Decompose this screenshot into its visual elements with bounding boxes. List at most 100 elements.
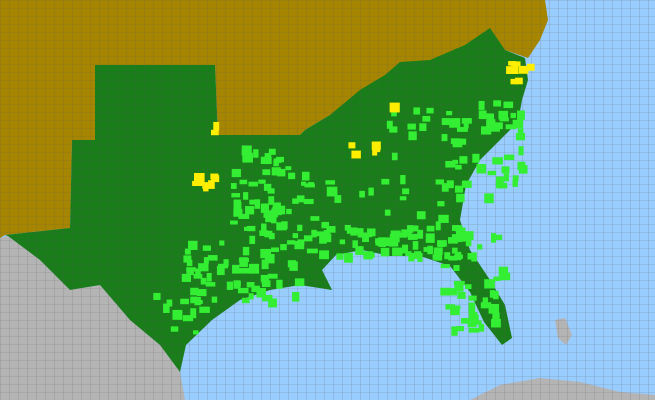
- present-county: [363, 251, 373, 260]
- present-county: [344, 252, 353, 263]
- present-county: [326, 225, 336, 233]
- present-county: [245, 206, 255, 215]
- present-county: [389, 126, 398, 133]
- present-county: [271, 167, 281, 176]
- present-county: [515, 132, 526, 141]
- present-county: [251, 285, 260, 293]
- present-county: [264, 153, 272, 160]
- present-county: [315, 231, 326, 237]
- present-county: [408, 252, 415, 262]
- present-county: [268, 148, 276, 155]
- present-county: [276, 279, 283, 289]
- present-county: [188, 240, 198, 250]
- present-county: [445, 304, 455, 310]
- present-county: [301, 181, 307, 186]
- present-county: [390, 230, 401, 237]
- highlight-county: [202, 183, 212, 189]
- present-county: [230, 183, 237, 189]
- present-county: [461, 118, 472, 124]
- present-county: [289, 261, 298, 271]
- present-county: [498, 110, 509, 120]
- present-county: [457, 291, 466, 299]
- present-county: [433, 247, 443, 255]
- present-county: [258, 179, 266, 184]
- present-county: [503, 101, 514, 109]
- present-county: [297, 239, 305, 246]
- highlight-county: [211, 129, 219, 136]
- present-county: [440, 264, 450, 269]
- present-county: [456, 326, 464, 332]
- present-county: [435, 179, 445, 185]
- present-county: [239, 257, 248, 267]
- present-county: [367, 228, 376, 237]
- present-county: [273, 160, 279, 167]
- highlight-county: [374, 142, 381, 153]
- present-county: [441, 118, 451, 126]
- present-county: [389, 233, 400, 243]
- present-county: [478, 100, 485, 110]
- present-county: [498, 266, 509, 277]
- present-county: [218, 263, 229, 269]
- present-county: [447, 237, 458, 244]
- present-county: [492, 312, 500, 322]
- present-county: [170, 326, 179, 332]
- present-county: [253, 149, 259, 158]
- present-county: [261, 223, 267, 233]
- present-county: [492, 157, 503, 165]
- present-county: [470, 320, 482, 325]
- present-county: [465, 236, 472, 247]
- present-county: [232, 264, 240, 274]
- present-county: [448, 288, 458, 296]
- present-county: [239, 179, 248, 185]
- present-county: [292, 291, 300, 302]
- present-county: [402, 188, 410, 195]
- present-county: [460, 231, 468, 242]
- present-county: [166, 299, 173, 307]
- present-county: [296, 195, 305, 203]
- present-county: [261, 230, 273, 236]
- present-county: [310, 216, 320, 221]
- present-county: [219, 240, 225, 246]
- present-county: [359, 190, 365, 198]
- present-county: [260, 274, 269, 282]
- present-county: [256, 287, 266, 298]
- present-county: [249, 199, 257, 205]
- present-county: [211, 296, 218, 303]
- highlight-county: [506, 66, 516, 75]
- present-county: [311, 229, 317, 238]
- present-county: [186, 267, 196, 272]
- present-county: [499, 117, 509, 122]
- present-county: [263, 183, 272, 191]
- present-county: [285, 166, 292, 171]
- present-county: [368, 252, 375, 258]
- present-county: [437, 201, 445, 207]
- highlight-county: [518, 65, 529, 74]
- present-county: [399, 232, 408, 238]
- present-county: [352, 240, 358, 248]
- present-county: [512, 175, 519, 181]
- present-county: [242, 152, 253, 163]
- present-county: [195, 268, 201, 276]
- present-county: [486, 119, 496, 129]
- present-county: [423, 247, 433, 252]
- present-county: [456, 126, 468, 132]
- present-county: [230, 220, 238, 225]
- present-county: [446, 110, 453, 116]
- present-county: [261, 280, 271, 288]
- present-county: [422, 115, 431, 122]
- present-county: [495, 181, 502, 188]
- present-county: [303, 235, 313, 242]
- present-county: [286, 208, 292, 215]
- present-county: [199, 306, 210, 313]
- highlight-county: [213, 121, 220, 131]
- present-county: [344, 224, 351, 231]
- highlight-county: [526, 63, 535, 71]
- present-county: [461, 180, 472, 188]
- present-county: [392, 247, 403, 256]
- highlight-county: [510, 78, 519, 85]
- highlight-county: [192, 180, 203, 187]
- present-county: [496, 182, 508, 189]
- present-county: [237, 287, 249, 294]
- present-county: [190, 287, 199, 296]
